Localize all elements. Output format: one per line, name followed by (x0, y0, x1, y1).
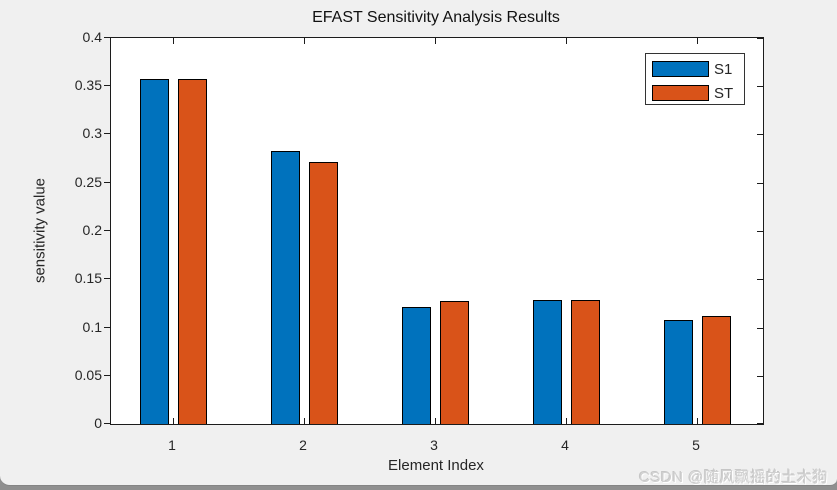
y-tick-mark (104, 85, 110, 86)
y-tick-label: 0.3 (82, 125, 102, 141)
y-tick-mark (104, 37, 110, 38)
watermark: CSDN @随风飘摇的土木狗 (639, 469, 828, 486)
y-tick-mark (757, 328, 763, 329)
y-tick-mark (757, 423, 763, 424)
legend: S1 ST (645, 53, 745, 105)
y-tick-label: 0.1 (82, 319, 102, 335)
y-tick-label: 0.05 (74, 367, 102, 383)
bar-s1-2 (271, 151, 300, 424)
x-tick-mark (435, 38, 436, 44)
x-tick-mark (566, 38, 567, 44)
chart-title: EFAST Sensitivity Analysis Results (312, 9, 560, 26)
y-tick-mark (104, 278, 110, 279)
legend-label-st: ST (714, 84, 734, 102)
y-tick-label: 0.25 (74, 174, 102, 190)
y-tick-mark (104, 327, 110, 328)
bar-s1-4 (533, 300, 562, 424)
bar-st-3 (440, 301, 469, 424)
legend-swatch-st (652, 85, 709, 101)
x-tick-mark (304, 38, 305, 44)
bar-s1-1 (140, 79, 169, 424)
y-tick-mark (104, 133, 110, 134)
y-tick-mark (104, 375, 110, 376)
y-tick-mark (757, 231, 763, 232)
y-tick-label: 0.15 (74, 270, 102, 286)
y-tick-mark (757, 183, 763, 184)
x-tick-label: 1 (168, 437, 176, 453)
y-tick-label: 0.35 (74, 77, 102, 93)
bar-st-2 (309, 162, 338, 424)
legend-item-st: ST (652, 84, 744, 102)
y-tick-mark (757, 134, 763, 135)
bar-st-5 (702, 316, 731, 424)
y-tick-mark (757, 86, 763, 87)
x-tick-mark (173, 418, 174, 424)
x-tick-mark (697, 418, 698, 424)
x-tick-label: 3 (430, 437, 438, 453)
y-tick-mark (104, 182, 110, 183)
x-tick-label: 4 (561, 437, 569, 453)
y-tick-mark (104, 423, 110, 424)
legend-swatch-s1 (652, 61, 709, 77)
y-tick-mark (104, 230, 110, 231)
plot-area: S1 ST (110, 37, 764, 425)
x-tick-label: 5 (692, 437, 700, 453)
y-tick-label: 0 (94, 415, 102, 431)
y-tick-label: 0.2 (82, 222, 102, 238)
y-axis-label: sensitivity value (31, 177, 49, 284)
bar-st-1 (178, 79, 207, 424)
x-tick-label: 2 (299, 437, 307, 453)
bar-s1-5 (664, 320, 693, 424)
bar-s1-3 (402, 307, 431, 424)
y-tick-mark (757, 376, 763, 377)
y-tick-label: 0.4 (82, 29, 102, 45)
x-tick-mark (435, 418, 436, 424)
x-tick-mark (173, 38, 174, 44)
y-tick-mark (757, 38, 763, 39)
x-tick-mark (304, 418, 305, 424)
y-tick-mark (757, 279, 763, 280)
legend-item-s1: S1 (652, 60, 744, 78)
bar-st-4 (571, 300, 600, 424)
legend-label-s1: S1 (714, 60, 733, 78)
x-tick-mark (697, 38, 698, 44)
x-tick-mark (566, 418, 567, 424)
x-axis-label: Element Index (388, 457, 484, 474)
